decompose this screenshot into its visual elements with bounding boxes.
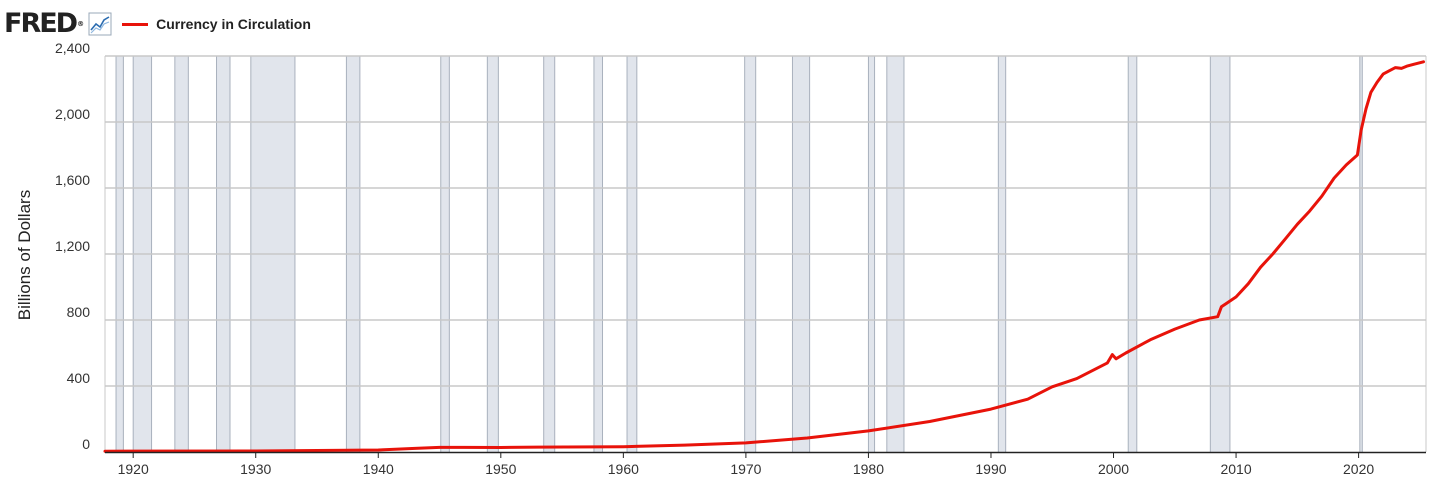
y-axis-label: Billions of Dollars <box>15 190 34 320</box>
x-tick-label: 2010 <box>1220 461 1251 477</box>
x-tick-label: 1930 <box>240 461 271 477</box>
y-tick-label: 0 <box>82 436 90 452</box>
series-layer <box>103 60 1425 453</box>
chart-header: FRED® Currency in Circulation <box>4 8 311 40</box>
y-tick-label: 1,200 <box>55 238 90 254</box>
y-tick-label: 400 <box>67 370 91 386</box>
x-tick-label: 1980 <box>853 461 884 477</box>
x-tick-label: 1940 <box>363 461 394 477</box>
x-tick-label: 1990 <box>975 461 1006 477</box>
series-line <box>103 60 1425 453</box>
y-tick-label: 1,600 <box>55 172 90 188</box>
y-tick-label: 2,000 <box>55 106 90 122</box>
x-tick-label: 1970 <box>730 461 761 477</box>
axes: 0 400 800 1,200 1,600 2,000 2,400 1920 1930 1940 1… <box>55 40 1426 477</box>
x-tick-label: 2000 <box>1098 461 1129 477</box>
chart-legend: Currency in Circulation <box>122 16 311 32</box>
x-tick-label: 1960 <box>608 461 639 477</box>
x-tick-label: 1950 <box>485 461 516 477</box>
fred-logo[interactable]: FRED® <box>4 8 84 39</box>
gridlines <box>104 55 1427 452</box>
x-tick-label: 2020 <box>1343 461 1374 477</box>
x-tick-label: 1920 <box>118 461 149 477</box>
line-graph-icon <box>88 12 112 36</box>
y-tick-label: 800 <box>67 304 91 320</box>
y-tick-label: 2,400 <box>55 40 90 56</box>
legend-label: Currency in Circulation <box>156 16 311 32</box>
legend-swatch <box>122 22 149 26</box>
